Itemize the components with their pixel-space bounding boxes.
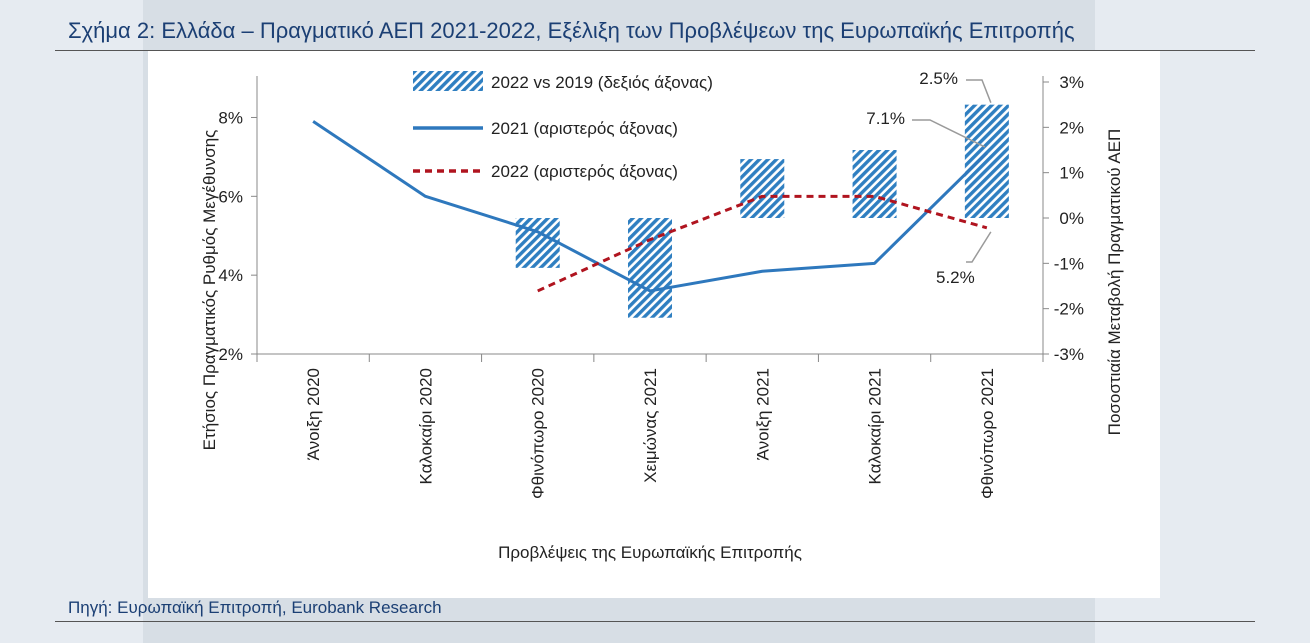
legend: 2022 vs 2019 (δεξιός άξονας) 2021 (αριστ… <box>413 71 713 181</box>
annotation-label: 2.5% <box>919 69 958 88</box>
annotations: 2.5% 7.1% 5.2% <box>866 69 992 287</box>
annotation-leader <box>966 231 992 263</box>
background-left <box>0 0 143 643</box>
y-tick-label-left: 8% <box>218 108 243 127</box>
y-tick-label-right: 2% <box>1059 118 1084 137</box>
y-tick-label-right: -3% <box>1054 345 1084 364</box>
y-tick-label-right: 0% <box>1059 209 1084 228</box>
series-line-2021 <box>312 120 988 293</box>
axis-labels: Ετήσιος Πραγματικός Ρυθμός Μεγέθυνσης Πο… <box>200 129 1124 562</box>
annotation-label: 5.2% <box>936 268 975 287</box>
y-tick-label-right: 1% <box>1059 164 1084 183</box>
y-tick-label-left: 4% <box>218 266 243 285</box>
y-tick-label-right: 3% <box>1059 73 1084 92</box>
annotation-label: 7.1% <box>866 109 905 128</box>
legend-label-2022-vs-2019: 2022 vs 2019 (δεξιός άξονας) <box>491 73 713 92</box>
y-axis-label-right: Ποσοστιαία Μεταβολή Πραγματικού ΑΕΠ <box>1105 129 1124 436</box>
x-tick-label: Άνοιξη 2020 <box>304 368 323 460</box>
legend-swatch-hatch <box>413 71 483 91</box>
x-tick-label: Καλοκαίρι 2020 <box>416 368 435 485</box>
x-tick-label: Χειμώνας 2021 <box>641 368 660 483</box>
axes: 2% 4% 6% 8% -3% -2% -1% 0% 1% 2% 3% Άνοιξη 2020 Καλο… <box>218 73 1084 499</box>
y-tick-label-right: -2% <box>1054 300 1084 319</box>
y-tick-label-right: -1% <box>1054 254 1084 273</box>
line-series <box>312 120 988 293</box>
x-tick-label: Καλοκαίρι 2021 <box>866 368 885 485</box>
legend-label-2021: 2021 (αριστερός άξονας) <box>491 119 678 138</box>
figure-title: Σχήμα 2: Ελλάδα – Πραγματικό ΑΕΠ 2021-20… <box>68 18 1075 43</box>
bars-2022-vs-2019 <box>515 104 1009 318</box>
bar-5 <box>740 159 785 218</box>
x-tick-label: Φθινόπωρο 2021 <box>978 368 997 499</box>
source-rule <box>55 621 1255 622</box>
legend-label-2022: 2022 (αριστερός άξονας) <box>491 162 678 181</box>
bar-6 <box>852 150 897 218</box>
bar-4 <box>628 218 672 318</box>
bar-7 <box>964 104 1009 218</box>
annotation-leader <box>966 79 992 103</box>
x-axis-label: Προβλέψεις της Ευρωπαϊκής Επιτροπής <box>498 543 802 562</box>
title-rule <box>55 50 1255 51</box>
y-axis-label-left: Ετήσιος Πραγματικός Ρυθμός Μεγέθυνσης <box>200 130 219 451</box>
source-note: Πηγή: Ευρωπαϊκή Επιτροπή, Eurobank Resea… <box>68 598 442 617</box>
x-tick-label: Φθινόπωρο 2020 <box>529 368 548 499</box>
y-tick-label-left: 2% <box>218 345 243 364</box>
y-tick-label-left: 6% <box>218 187 243 206</box>
series-line-2022 <box>537 194 988 293</box>
annotation-leader <box>912 119 986 148</box>
x-tick-label: Άνοιξη 2021 <box>753 368 772 460</box>
